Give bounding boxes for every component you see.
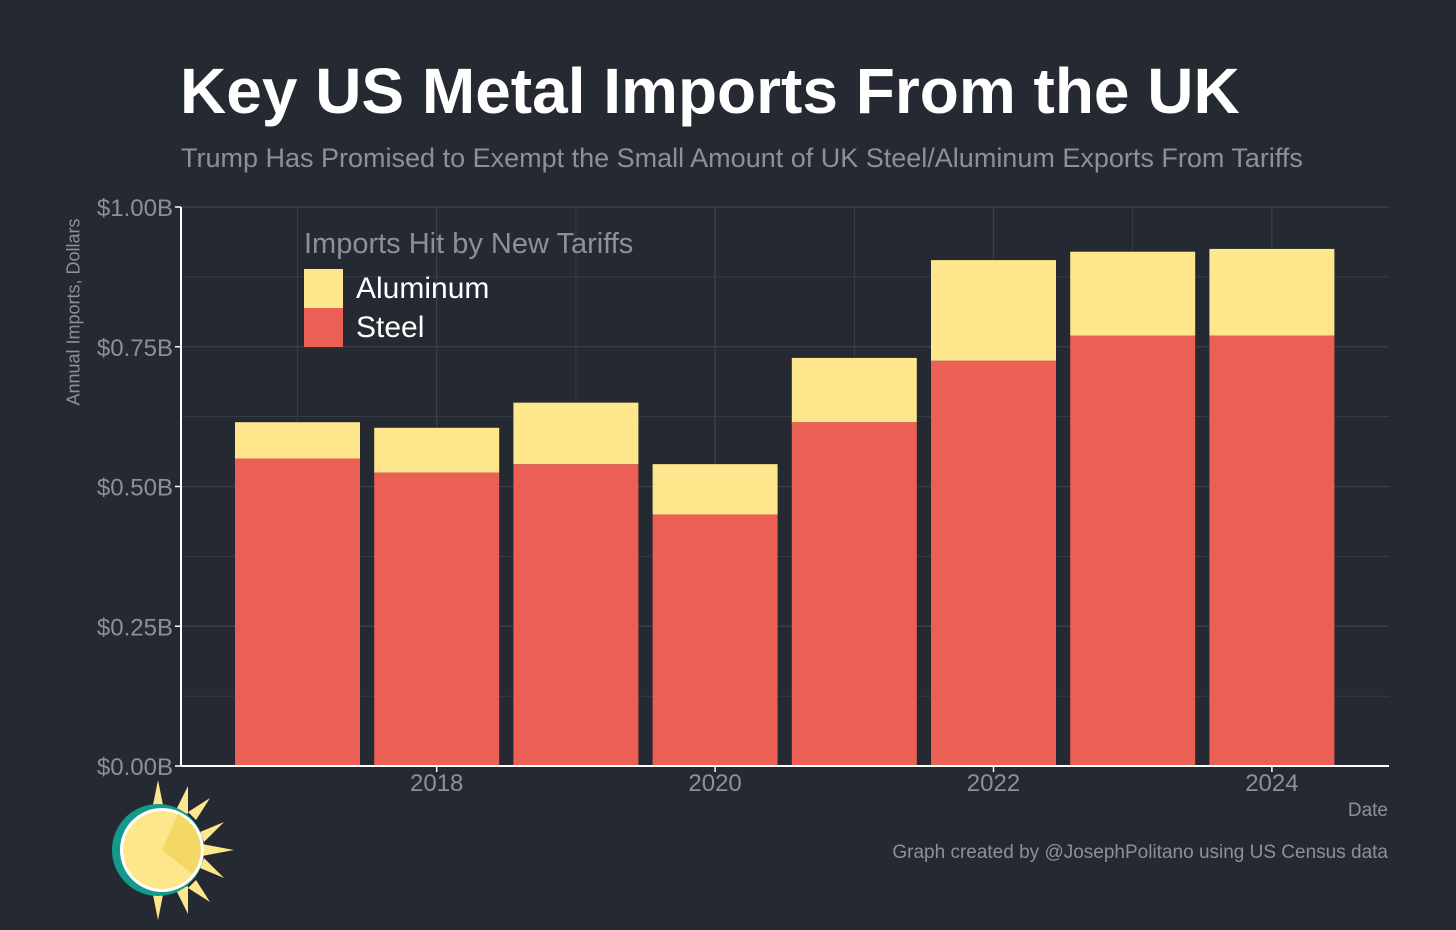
y-tick-label: $0.25B [97,614,173,641]
x-tick-label: 2020 [688,770,741,797]
bar-aluminum-2017 [235,422,360,459]
bar-steel-2023 [1070,335,1196,766]
bar-aluminum-2024 [1209,248,1335,336]
bar-aluminum-2023 [1070,251,1196,336]
legend-swatch-steel [304,308,343,347]
x-tick-label: 2018 [410,770,463,797]
bar-aluminum-2020 [652,464,778,515]
legend-item-steel: Steel [304,308,633,347]
legend-item-aluminum: Aluminum [304,269,633,308]
y-tick-label: $1.00B [97,195,173,222]
bar-aluminum-2018 [374,427,500,473]
y-tick-label: $0.75B [97,335,173,362]
legend: Imports Hit by New Tariffs Aluminum Stee… [304,228,633,347]
bar-aluminum-2019 [513,402,639,465]
bar-steel-2017 [235,458,360,766]
bar-steel-2022 [931,360,1056,766]
y-tick-label: $0.50B [97,475,173,502]
x-axis-label: Date [1347,800,1388,821]
bar-steel-2024 [1209,335,1335,766]
legend-label-steel: Steel [356,310,425,344]
chart-subtitle: Trump Has Promised to Exempt the Small A… [181,143,1303,173]
bar-aluminum-2021 [791,357,917,423]
bar-steel-2019 [513,464,639,766]
bar-aluminum-2022 [931,260,1056,361]
bar-steel-2021 [791,422,917,766]
y-axis-label: Annual Imports, Dollars [63,218,84,406]
bar-steel-2020 [652,514,778,766]
x-tick-label: 2024 [1245,770,1298,797]
source-credit: Graph created by @JosephPolitano using U… [892,842,1388,863]
legend-swatch-aluminum [304,269,343,308]
x-tick-label: 2022 [967,770,1020,797]
legend-label-aluminum: Aluminum [356,271,490,305]
legend-title: Imports Hit by New Tariffs [304,228,634,260]
bar-steel-2018 [374,472,500,766]
chart-title: Key US Metal Imports From the UK [180,55,1240,127]
sun-logo-icon [112,780,234,920]
y-tick-label: $0.00B [97,754,173,781]
